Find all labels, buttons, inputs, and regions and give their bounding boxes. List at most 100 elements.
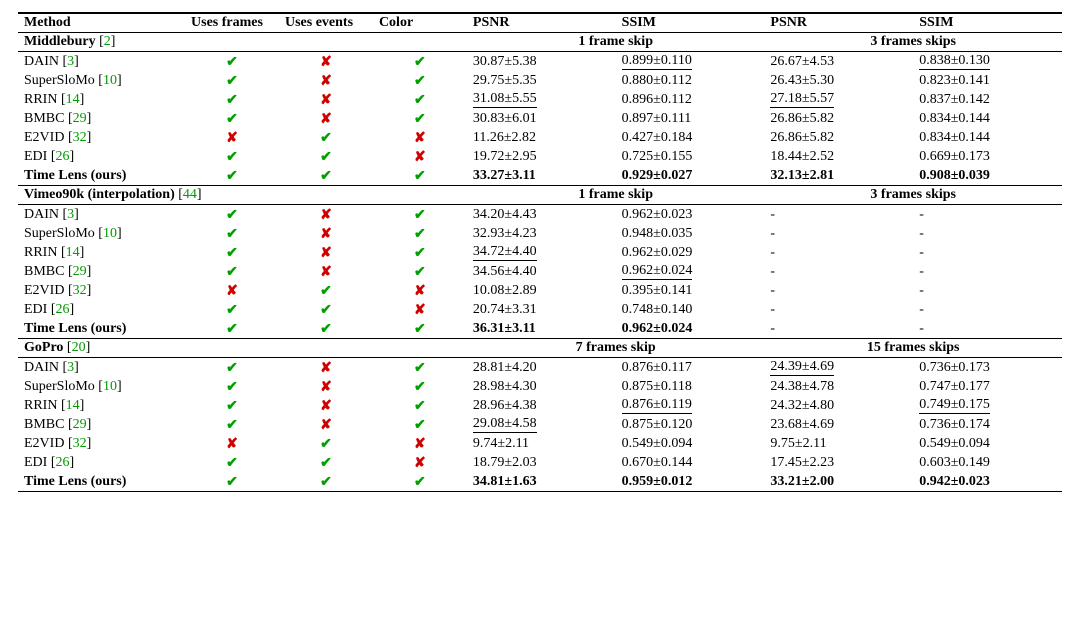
method-name: Time Lens (ours) <box>18 319 185 339</box>
section-title: GoPro [20] <box>18 339 467 358</box>
metric-value: 0.962±0.029 <box>616 243 765 262</box>
metric-value: 0.748±0.140 <box>616 300 765 319</box>
uses-frames-flag: ✔ <box>185 472 279 492</box>
uses-events-flag: ✔ <box>279 453 373 472</box>
metric-value: 26.86±5.82 <box>764 109 913 128</box>
metric-value: 30.83±6.01 <box>467 109 616 128</box>
uses-events-flag: ✘ <box>279 71 373 90</box>
cross-icon: ✘ <box>414 454 426 470</box>
cross-icon: ✘ <box>320 359 332 375</box>
uses-events-flag: ✘ <box>279 109 373 128</box>
check-icon: ✔ <box>414 53 426 69</box>
method-name: E2VID [32] <box>18 434 185 453</box>
uses-frames-flag: ✘ <box>185 128 279 147</box>
check-icon: ✔ <box>226 416 238 432</box>
uses-frames-flag: ✔ <box>185 453 279 472</box>
check-icon: ✔ <box>414 473 426 489</box>
color-flag: ✘ <box>373 147 467 166</box>
metric-value: 0.896±0.112 <box>616 90 765 109</box>
check-icon: ✔ <box>226 320 238 336</box>
metric-value: 0.962±0.024 <box>616 262 765 281</box>
metric-value: 0.942±0.023 <box>913 472 1062 492</box>
check-icon: ✔ <box>226 225 238 241</box>
uses-events-flag: ✘ <box>279 262 373 281</box>
table-row: E2VID [32]✘✔✘9.74±2.110.549±0.0949.75±2.… <box>18 434 1062 453</box>
uses-frames-flag: ✘ <box>185 434 279 453</box>
metric-value: 33.27±3.11 <box>467 166 616 186</box>
metric-value: 0.395±0.141 <box>616 281 765 300</box>
col-header-ssim: SSIM <box>616 13 765 33</box>
metric-value: 18.44±2.52 <box>764 147 913 166</box>
cross-icon: ✘ <box>320 72 332 88</box>
metric-value: 10.08±2.89 <box>467 281 616 300</box>
skip-header: 1 frame skip <box>467 33 765 52</box>
citation: [44] <box>178 187 201 202</box>
method-name: Time Lens (ours) <box>18 166 185 186</box>
check-icon: ✔ <box>226 244 238 260</box>
table-row: DAIN [3]✔✘✔34.20±4.430.962±0.023-- <box>18 205 1062 225</box>
metric-value: - <box>913 319 1062 339</box>
metric-value: 28.96±4.38 <box>467 396 616 415</box>
cross-icon: ✘ <box>414 129 426 145</box>
metric-value: 31.08±5.55 <box>467 90 616 109</box>
citation: [32] <box>68 283 91 298</box>
metric-value: 23.68±4.69 <box>764 415 913 434</box>
comparison-table: MethodUses framesUses eventsColorPSNRSSI… <box>18 12 1062 492</box>
metric-value: 29.08±4.58 <box>467 415 616 434</box>
uses-frames-flag: ✔ <box>185 262 279 281</box>
check-icon: ✔ <box>226 378 238 394</box>
uses-events-flag: ✘ <box>279 52 373 72</box>
metric-value: 0.929±0.027 <box>616 166 765 186</box>
citation: [14] <box>61 92 84 107</box>
table-row: BMBC [29]✔✘✔34.56±4.400.962±0.024-- <box>18 262 1062 281</box>
metric-value: 26.67±4.53 <box>764 52 913 72</box>
metric-value: 0.603±0.149 <box>913 453 1062 472</box>
metric-value: 32.13±2.81 <box>764 166 913 186</box>
table-row: DAIN [3]✔✘✔30.87±5.380.899±0.11026.67±4.… <box>18 52 1062 72</box>
metric-value: - <box>913 243 1062 262</box>
cross-icon: ✘ <box>320 263 332 279</box>
cross-icon: ✘ <box>320 110 332 126</box>
check-icon: ✔ <box>320 435 332 451</box>
cross-icon: ✘ <box>414 435 426 451</box>
citation: [14] <box>61 398 84 413</box>
color-flag: ✔ <box>373 396 467 415</box>
col-header-uses-events: Uses events <box>279 13 373 33</box>
uses-events-flag: ✘ <box>279 396 373 415</box>
cross-icon: ✘ <box>320 416 332 432</box>
uses-frames-flag: ✔ <box>185 205 279 225</box>
metric-value: 28.98±4.30 <box>467 377 616 396</box>
metric-value: 0.838±0.130 <box>913 52 1062 72</box>
metric-value: - <box>764 205 913 225</box>
citation: [32] <box>68 130 91 145</box>
citation: [10] <box>98 73 121 88</box>
uses-events-flag: ✘ <box>279 243 373 262</box>
metric-value: 0.747±0.177 <box>913 377 1062 396</box>
cross-icon: ✘ <box>320 397 332 413</box>
metric-value: 0.549±0.094 <box>913 434 1062 453</box>
citation: [3] <box>63 360 79 375</box>
check-icon: ✔ <box>414 244 426 260</box>
metric-value: - <box>764 243 913 262</box>
metric-value: 0.876±0.117 <box>616 358 765 378</box>
metric-value: 32.93±4.23 <box>467 224 616 243</box>
uses-events-flag: ✘ <box>279 205 373 225</box>
color-flag: ✔ <box>373 262 467 281</box>
cross-icon: ✘ <box>320 378 332 394</box>
table-row: RRIN [14]✔✘✔28.96±4.380.876±0.11924.32±4… <box>18 396 1062 415</box>
metric-value: 0.899±0.110 <box>616 52 765 72</box>
check-icon: ✔ <box>414 72 426 88</box>
citation: [14] <box>61 245 84 260</box>
skip-header: 7 frames skip <box>467 339 765 358</box>
metric-value: 0.549±0.094 <box>616 434 765 453</box>
uses-frames-flag: ✔ <box>185 300 279 319</box>
metric-value: 34.56±4.40 <box>467 262 616 281</box>
table-row: RRIN [14]✔✘✔34.72±4.400.962±0.029-- <box>18 243 1062 262</box>
check-icon: ✔ <box>226 473 238 489</box>
col-header-psnr: PSNR <box>764 13 913 33</box>
uses-events-flag: ✔ <box>279 319 373 339</box>
uses-events-flag: ✔ <box>279 281 373 300</box>
metric-value: 36.31±3.11 <box>467 319 616 339</box>
metric-value: 0.834±0.144 <box>913 109 1062 128</box>
uses-frames-flag: ✔ <box>185 147 279 166</box>
